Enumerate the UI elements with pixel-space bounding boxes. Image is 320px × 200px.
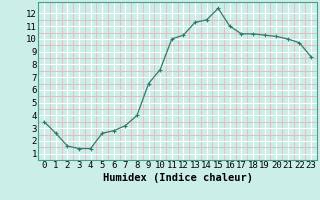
X-axis label: Humidex (Indice chaleur): Humidex (Indice chaleur) (103, 173, 252, 183)
